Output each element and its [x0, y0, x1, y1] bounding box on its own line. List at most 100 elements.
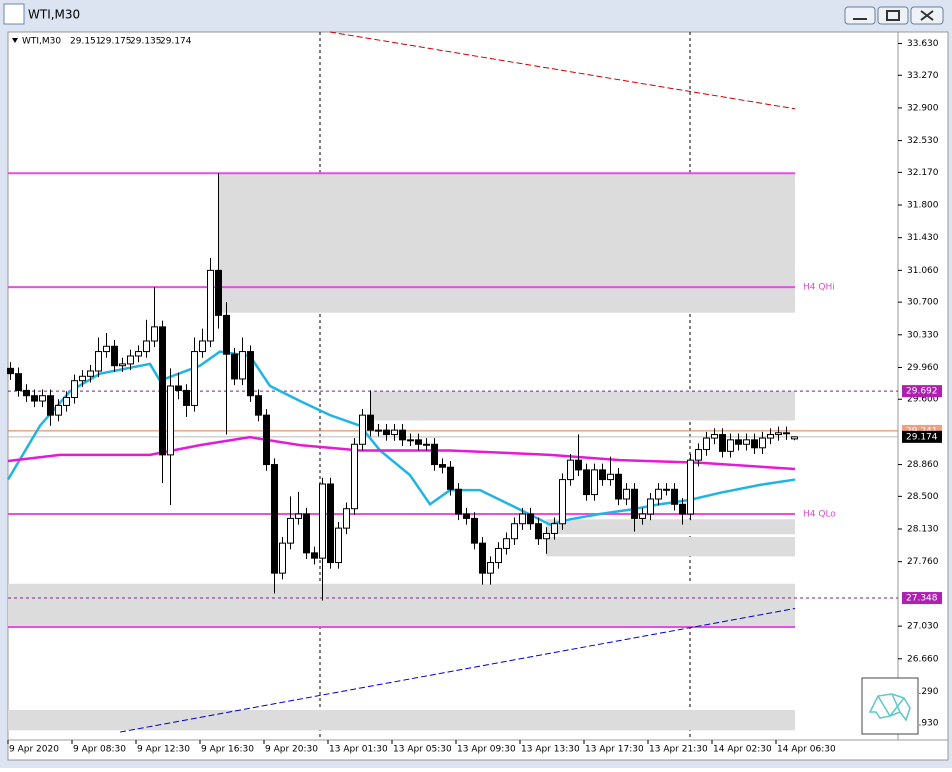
candle-body — [479, 542, 486, 574]
candle-body — [199, 340, 206, 353]
candle-body — [671, 488, 678, 505]
x-tick-label: 9 Apr 2020 — [9, 745, 59, 755]
candle-body — [175, 385, 182, 391]
y-tick-label: 30.330 — [907, 330, 939, 340]
candle-body — [663, 488, 670, 491]
y-tick-label: 33.630 — [907, 39, 939, 49]
candle-body — [47, 395, 54, 416]
candle-body — [575, 459, 582, 471]
candle-body — [551, 523, 558, 534]
candle-body — [447, 466, 454, 490]
candle-body — [239, 351, 246, 380]
candle-body — [743, 439, 750, 445]
x-tick-label: 13 Apr 13:30 — [521, 745, 580, 755]
candle-body — [7, 367, 14, 375]
candle-body — [111, 345, 118, 367]
candle-body — [71, 380, 78, 398]
candle-body — [143, 340, 150, 353]
candle-body — [471, 517, 478, 544]
candle-body — [623, 488, 630, 500]
y-tick-label: 32.530 — [907, 136, 939, 146]
y-tick-label: 32.900 — [907, 103, 939, 113]
x-tick-label: 14 Apr 06:30 — [777, 745, 836, 755]
y-tick-label: 26.290 — [907, 687, 939, 697]
candle-body — [655, 488, 662, 500]
candle-body — [407, 439, 414, 442]
candle-body — [167, 385, 174, 456]
candle-body — [271, 464, 278, 574]
candle-body — [359, 414, 366, 445]
candle-body — [631, 488, 638, 519]
candle-body — [495, 547, 502, 564]
x-tick-label: 13 Apr 17:30 — [585, 745, 644, 755]
candle-body — [487, 562, 494, 574]
candle-body — [127, 355, 134, 365]
candle-body — [295, 513, 302, 519]
candle-body — [727, 439, 734, 452]
candle-body — [423, 443, 430, 446]
bid-label-box — [902, 430, 942, 443]
y-tick-label: 33.270 — [907, 71, 939, 81]
plot-area — [7, 31, 899, 741]
x-tick-label: 9 Apr 12:30 — [137, 745, 190, 755]
candle-body — [15, 373, 22, 391]
y-tick-label: 30.700 — [907, 298, 939, 308]
candle-body — [319, 483, 326, 559]
maximize-glyph — [886, 10, 900, 21]
candle-body — [687, 459, 694, 515]
bid-label: 29.174 — [906, 432, 938, 442]
y-tick-label: 31.800 — [907, 201, 939, 211]
candle-body — [247, 351, 254, 397]
candle-body — [639, 513, 646, 519]
minimize-button[interactable] — [844, 6, 876, 25]
candle-body — [223, 314, 230, 355]
low-label: 29.135 — [130, 37, 162, 47]
candle-body — [207, 269, 214, 342]
candle-body — [119, 363, 126, 367]
time-axis — [7, 739, 949, 761]
candle-body — [759, 437, 766, 449]
x-tick-label: 9 Apr 20:30 — [265, 745, 318, 755]
candle-body — [647, 498, 654, 515]
y-tick-label: 31.060 — [907, 266, 939, 276]
candle-body — [751, 439, 758, 449]
x-tick-label: 13 Apr 21:30 — [649, 745, 708, 755]
candle-body — [159, 326, 166, 456]
trendline — [329, 31, 796, 110]
candle-body — [455, 488, 462, 515]
moving-average — [6, 350, 796, 526]
maximize-button[interactable] — [877, 6, 909, 25]
candle-body — [255, 395, 262, 416]
y-tick-label: 29.960 — [907, 363, 939, 373]
y-tick-label: 32.170 — [907, 168, 939, 178]
candle-body — [151, 326, 158, 342]
candle-body — [135, 351, 142, 357]
candle-body — [735, 439, 742, 445]
x-tick-label: 13 Apr 01:30 — [329, 745, 388, 755]
candle-body — [775, 432, 782, 436]
price-label: 27.348 — [906, 594, 938, 604]
symbol-label: WTI,M30 — [22, 37, 61, 47]
trendline — [119, 607, 796, 733]
high-label: 29.175 — [100, 37, 132, 47]
moving-average — [7, 435, 796, 471]
window-title: WTI,M30 — [28, 8, 80, 22]
candle-body — [783, 432, 790, 435]
x-tick-label: 13 Apr 05:30 — [393, 745, 452, 755]
supply-demand-zone — [370, 391, 795, 421]
candle-body — [439, 464, 446, 468]
candle-body — [191, 351, 198, 406]
y-tick-label: 28.500 — [907, 492, 939, 502]
candle-body — [463, 513, 470, 519]
candle-body — [79, 375, 86, 382]
candle-body — [511, 523, 518, 540]
candle-body — [327, 483, 334, 564]
x-tick-label: 13 Apr 09:30 — [457, 745, 516, 755]
price-label: 29.692 — [906, 387, 938, 397]
candle-body — [527, 513, 534, 525]
candle-body — [415, 439, 422, 445]
candle-body — [607, 473, 614, 481]
logo-bull — [868, 693, 911, 722]
candle-body — [55, 404, 62, 416]
